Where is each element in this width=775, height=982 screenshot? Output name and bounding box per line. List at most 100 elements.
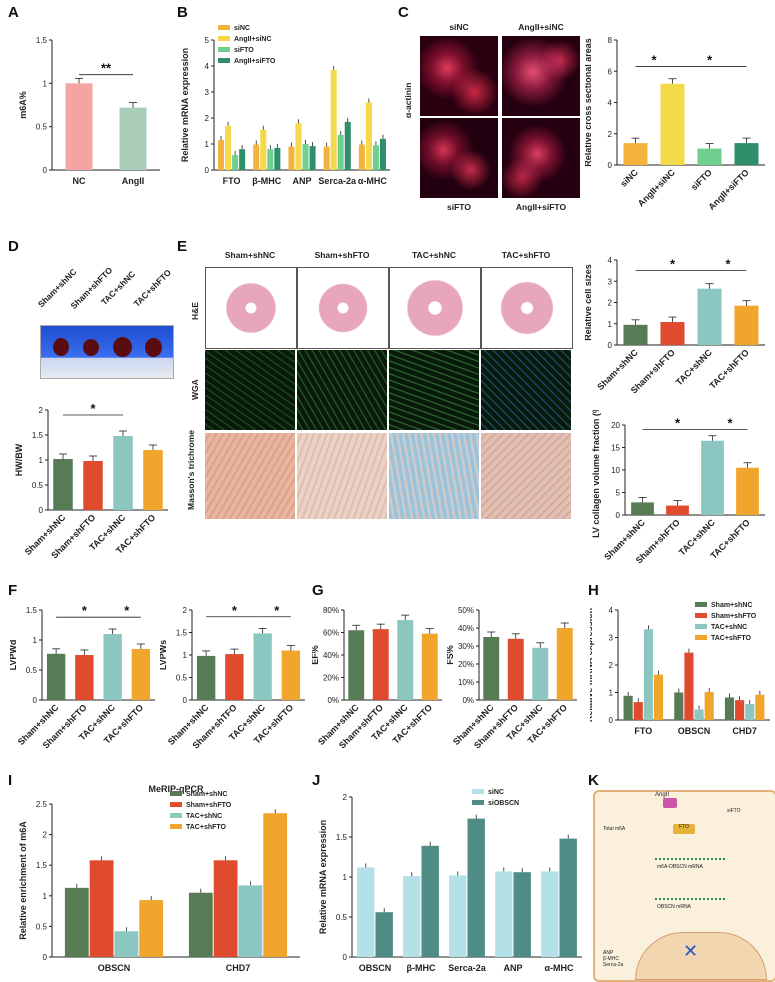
y-tick-label: 2.5 (36, 800, 48, 809)
e-masson-4 (481, 433, 571, 519)
y-axis-label: EF% (312, 645, 320, 665)
x-tick-label: CHD7 (226, 963, 251, 973)
chart-g2: 0%10%20%30%40%50%FS%Sham+shNCSham+shFTOT… (447, 606, 577, 751)
chart-d: 00.511.52HW/BWSham+shNCSham+shFTOTAC+shN… (14, 401, 168, 561)
y-tick-label: 0 (608, 341, 613, 350)
y-tick-label: 1 (609, 689, 614, 698)
bar (344, 121, 351, 170)
y-axis-label: LVPWs (160, 640, 168, 670)
y-tick-label: 1.5 (336, 833, 348, 842)
c-image-sinc (420, 36, 498, 116)
y-tick-label: 0 (43, 166, 48, 175)
c-label-bottom-right: AngII+siFTO (515, 202, 567, 212)
bar (704, 691, 714, 720)
legend-label: siFTO (234, 47, 254, 54)
y-axis-label: Relative mRNA expression (180, 48, 190, 162)
d-photo-background (40, 325, 174, 379)
d-photo-label-4: TAC+shFTO (131, 267, 173, 309)
k-label-serca: Serca-2a (603, 962, 624, 968)
bar (684, 652, 694, 720)
bar (736, 467, 759, 515)
e-micrographs: Sham+shNC Sham+shFTO TAC+shNC TAC+shFTO (205, 250, 585, 580)
x-tick-label: ANP (503, 963, 522, 973)
bar (260, 129, 267, 170)
legend-swatch (695, 602, 707, 607)
bar (119, 107, 147, 170)
legend-label: TAC+shFTO (186, 824, 227, 831)
y-tick-label: 1 (33, 636, 38, 645)
bar (274, 147, 281, 170)
y-tick-label: 2 (343, 793, 348, 802)
bar (113, 436, 133, 510)
y-tick-label: 1 (39, 456, 44, 465)
y-tick-label: 0 (33, 696, 38, 705)
d-heart-1 (53, 338, 69, 356)
bar (653, 674, 664, 720)
panel-label-c: C (398, 4, 409, 21)
panel-label-a: A (8, 4, 19, 21)
bar (238, 885, 263, 957)
bar (556, 628, 573, 700)
bar (337, 134, 344, 170)
significance-star: * (675, 416, 681, 431)
bar (631, 502, 654, 515)
y-tick-label: 5 (205, 36, 210, 45)
y-tick-label: 20% (323, 674, 339, 683)
y-tick-label: 20% (458, 660, 474, 669)
y-tick-label: 30% (458, 642, 474, 651)
y-tick-label: 2 (39, 406, 44, 415)
bar (372, 629, 389, 700)
y-tick-label: 0 (183, 696, 188, 705)
bar (397, 620, 414, 700)
x-tick-label: AngII+siNC (636, 167, 678, 209)
y-tick-label: 2 (205, 114, 210, 123)
k-label-angii: AngII (655, 792, 670, 798)
y-tick-label: 1 (43, 892, 48, 901)
legend-label: Sham+shFTO (711, 613, 757, 620)
y-tick-label: 0 (609, 716, 614, 725)
bar (623, 324, 648, 345)
panel-label-j: J (312, 772, 321, 789)
bar (139, 900, 164, 957)
bar (623, 695, 633, 720)
significance-star: * (725, 257, 731, 272)
bar (188, 892, 213, 957)
y-tick-label: 3 (609, 634, 614, 643)
bar (507, 638, 524, 700)
chart-b: 0 1 2 3 4 5 Relative mRNA expression FTO β-MHC AN… (180, 25, 390, 186)
x-tick-label: FTO (634, 726, 652, 736)
k-diagram: AngII siFTO Total m6A FTO m6A-OBSCN mRNA… (593, 790, 775, 982)
bar (660, 322, 685, 345)
y-axis-label: Relative mRNA expression (318, 820, 328, 934)
bar (734, 143, 759, 165)
y-tick-label: 2 (609, 661, 614, 670)
chart-a: 0 0.5 1 1.5 m6A% NC AngII ** (18, 36, 160, 186)
bar (281, 650, 301, 700)
c-image-angii-sinc (502, 36, 580, 116)
bar (143, 450, 163, 510)
bar (263, 813, 288, 957)
k-label-sifto: siFTO (727, 808, 741, 814)
y-tick-label: 1.5 (176, 629, 188, 638)
d-heart-2 (83, 339, 99, 356)
d-heart-3 (113, 337, 132, 357)
y-tick-label: 0.5 (336, 913, 348, 922)
chart-f1: 00.511.5LVPWdSham+shNCSham+shFTOTAC+shNC… (10, 603, 155, 751)
y-tick-label: 3 (608, 277, 613, 286)
bar (302, 144, 309, 170)
legend-swatch (218, 36, 230, 41)
y-tick-label: 0 (343, 953, 348, 962)
significance-star: * (707, 53, 713, 68)
x-tick-label: siNC (618, 167, 640, 189)
k-dna-icon: ✕ (683, 941, 699, 961)
panel-label-h: H (588, 582, 599, 599)
bar (483, 637, 500, 700)
y-tick-label: 50% (458, 606, 474, 615)
bar (755, 694, 765, 720)
bar (513, 872, 531, 957)
panel-label-g: G (312, 582, 324, 599)
bar (232, 154, 239, 170)
y-axis-label: HW/BW (14, 443, 24, 476)
bar (745, 704, 755, 720)
